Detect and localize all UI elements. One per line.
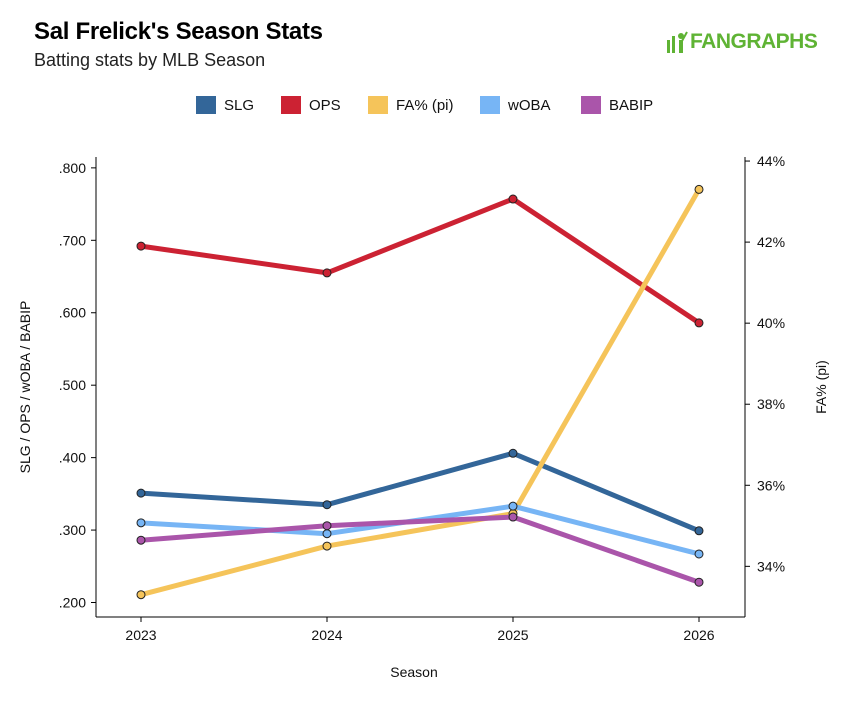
data-point-slg bbox=[322, 500, 332, 510]
y-tick-label: .600 bbox=[59, 305, 86, 321]
y2-tick-label: 40% bbox=[757, 315, 785, 331]
series-line-ops bbox=[138, 196, 702, 326]
data-point-ops bbox=[694, 318, 704, 328]
axes: Season SLG / OPS / wOBA / BABIP FA% (pi) bbox=[17, 157, 829, 680]
legend-label-slg: SLG bbox=[224, 97, 254, 114]
series-fa-pi bbox=[136, 184, 704, 600]
series-babip bbox=[136, 512, 704, 587]
legend-swatch-fa-pi bbox=[368, 96, 388, 114]
series-line-slg bbox=[138, 450, 702, 534]
data-point-slg bbox=[508, 448, 518, 458]
legend: SLG OPS FA% (pi) wOBA BABIP bbox=[196, 96, 653, 114]
batter-icon bbox=[667, 31, 688, 53]
x-tick-label: 2023 bbox=[125, 627, 156, 643]
x-tick-label: 2026 bbox=[683, 627, 714, 643]
data-point-woba bbox=[694, 549, 704, 559]
logo-text: FANGRAPHS bbox=[690, 30, 818, 53]
legend-label-woba: wOBA bbox=[507, 97, 551, 114]
data-point-fa-pi bbox=[136, 590, 146, 600]
chart-title: Sal Frelick's Season Stats bbox=[34, 18, 323, 45]
data-point-fa-pi bbox=[322, 541, 332, 551]
data-point-fa-pi bbox=[694, 184, 704, 194]
data-point-woba bbox=[136, 518, 146, 528]
y-tick-label: .200 bbox=[59, 595, 86, 611]
data-point-woba bbox=[508, 501, 518, 511]
y2-axis-title: FA% (pi) bbox=[813, 360, 829, 414]
y-tick-label: .800 bbox=[59, 160, 86, 176]
y-tick-label: .400 bbox=[59, 450, 86, 466]
data-point-babip bbox=[136, 535, 146, 545]
series-line-babip bbox=[138, 514, 702, 585]
y2-tick-label: 38% bbox=[757, 396, 785, 412]
data-point-babip bbox=[322, 521, 332, 531]
legend-label-babip: BABIP bbox=[609, 97, 653, 114]
data-point-woba bbox=[322, 529, 332, 539]
y-axis-title: SLG / OPS / wOBA / BABIP bbox=[17, 301, 33, 474]
legend-swatch-woba bbox=[480, 96, 500, 114]
data-point-slg bbox=[136, 488, 146, 498]
legend-label-fa-pi: FA% (pi) bbox=[396, 97, 454, 114]
data-point-ops bbox=[136, 241, 146, 251]
legend-swatch-babip bbox=[581, 96, 601, 114]
series-line-fa-pi bbox=[138, 186, 702, 598]
series-slg bbox=[136, 448, 704, 536]
y2-tick-label: 44% bbox=[757, 153, 785, 169]
y2-tick-label: 34% bbox=[757, 558, 785, 574]
y2-tick-label: 36% bbox=[757, 477, 785, 493]
data-point-babip bbox=[508, 512, 518, 522]
data-point-babip bbox=[694, 577, 704, 587]
legend-swatch-slg bbox=[196, 96, 216, 114]
x-tick-label: 2025 bbox=[497, 627, 528, 643]
y-tick-label: .500 bbox=[59, 377, 86, 393]
legend-label-ops: OPS bbox=[309, 97, 341, 114]
y-tick-label: .300 bbox=[59, 522, 86, 538]
series-group bbox=[136, 184, 704, 600]
x-axis-title: Season bbox=[390, 664, 437, 680]
data-point-ops bbox=[322, 268, 332, 278]
series-ops bbox=[136, 194, 704, 328]
chart-subtitle: Batting stats by MLB Season bbox=[34, 50, 266, 70]
y-tick-label: .700 bbox=[59, 232, 86, 248]
x-tick-label: 2024 bbox=[311, 627, 342, 643]
legend-swatch-ops bbox=[281, 96, 301, 114]
data-point-ops bbox=[508, 194, 518, 204]
y2-tick-label: 42% bbox=[757, 234, 785, 250]
data-point-slg bbox=[694, 526, 704, 536]
fangraphs-logo: FANGRAPHS bbox=[666, 30, 818, 54]
ticks: .200 .300 .400 .500 .600 .700 .800 34% 36% 38% 40%… bbox=[59, 153, 785, 643]
